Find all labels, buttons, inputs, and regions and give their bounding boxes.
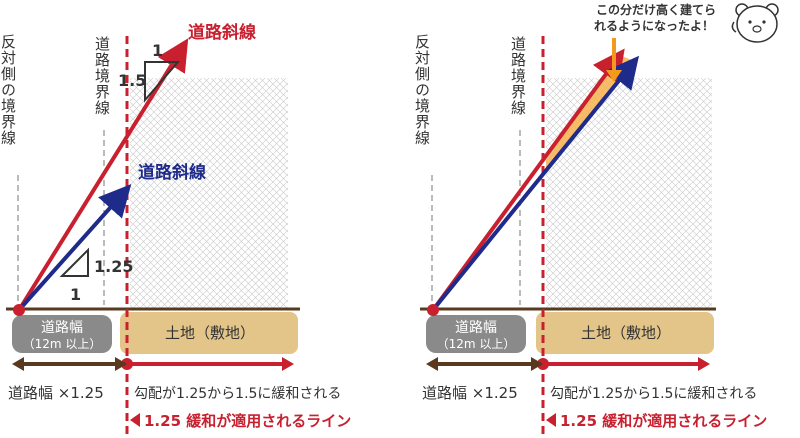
gain-indicator-arrow-head: [606, 70, 622, 82]
apply-line-marker: [130, 413, 140, 427]
road-width-arrow-left-head: [12, 357, 24, 371]
road-boundary-label: 道路境界線: [93, 36, 111, 116]
red-slope-label: 道路斜線: [188, 22, 256, 43]
red-slope-line: [17, 38, 189, 312]
opposite-boundary-label: 反対側の境界線: [413, 34, 431, 146]
road-boundary-label: 道路境界線: [509, 36, 527, 116]
blue-slope-run: 1: [70, 285, 81, 304]
right-panel: 反対側の境界線 道路境界線 この分だけ高く建てら れるようになったよ！ 道路幅 …: [413, 2, 779, 436]
blue-slope-label: 道路斜線: [138, 162, 206, 183]
origin-point: [427, 304, 439, 316]
building-envelope-hatch: [546, 78, 712, 310]
land-arrow-head: [698, 357, 710, 371]
blue-slope-rise: 1.25: [94, 257, 133, 276]
road-sub-label: （12m 以上）: [437, 337, 516, 351]
left-panel: 反対側の境界線 道路境界線 道路斜線 道路斜線 1 1.5 1.25 1 道路幅…: [0, 22, 351, 436]
land-strip: [536, 312, 714, 354]
speech-line-1: この分だけ高く建てら: [596, 2, 716, 17]
land-label: 土地（敷地）: [581, 324, 671, 342]
apply-line-label: 1.25 緩和が適用されるライン: [144, 412, 351, 430]
apply-line-label: 1.25 緩和が適用されるライン: [560, 412, 767, 430]
distance-label: 道路幅 ×1.25: [422, 384, 518, 402]
opposite-boundary-label: 反対側の境界線: [0, 34, 17, 146]
road-width-arrow-right-head: [531, 357, 543, 371]
land-label: 土地（敷地）: [165, 324, 255, 342]
red-slope-run: 1: [152, 41, 163, 60]
road-width-arrow-right-head: [115, 357, 127, 371]
road-strip: [426, 315, 526, 353]
road-sub-label: （12m 以上）: [23, 337, 102, 351]
road-label: 道路幅: [41, 320, 83, 336]
road-label: 道路幅: [455, 320, 497, 336]
red-slope-triangle: [144, 61, 181, 103]
blue-slope-line: [17, 184, 132, 312]
red-slope-rise: 1.5: [118, 71, 146, 90]
origin-point: [13, 304, 25, 316]
land-arrow-head: [282, 357, 294, 371]
building-envelope-hatch: [130, 78, 288, 310]
land-strip: [120, 312, 298, 354]
apply-line-marker: [546, 413, 556, 427]
relax-text: 勾配が1.25から1.5に緩和される: [134, 386, 341, 402]
distance-label: 道路幅 ×1.25: [8, 384, 104, 402]
red-slope-line: [431, 48, 625, 312]
road-strip: [12, 315, 112, 353]
road-width-arrow-left-head: [426, 357, 438, 371]
bear-mascot-icon: [731, 3, 779, 43]
blue-slope-line: [431, 55, 640, 312]
speech-line-2: れるようになったよ！: [594, 19, 714, 33]
blue-slope-triangle: [59, 247, 89, 277]
relax-text: 勾配が1.25から1.5に緩和される: [550, 386, 757, 402]
